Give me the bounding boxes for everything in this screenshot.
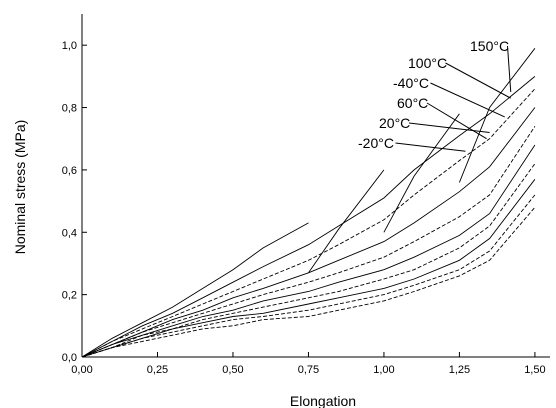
series-line xyxy=(81,179,536,358)
series-segment xyxy=(81,179,536,358)
y-tick-label: 1,0 xyxy=(62,40,77,52)
series-segment xyxy=(81,207,536,358)
series-line xyxy=(81,163,536,358)
annotation-label: -40°C xyxy=(393,75,429,91)
annotation-layer: 150°C 100°C -40°C 60°C 20°C -20°C xyxy=(358,38,512,152)
series-segment xyxy=(81,88,536,358)
x-tick-label: 0,00 xyxy=(71,364,92,376)
series-segment xyxy=(308,169,385,274)
y-axis-title: Nominal stress (MPa) xyxy=(12,120,28,255)
series-line xyxy=(81,207,536,358)
annotation-leader-line xyxy=(445,62,511,99)
series-line xyxy=(81,107,536,358)
series-segment xyxy=(81,144,536,358)
series-line xyxy=(81,76,536,358)
series-segment xyxy=(383,113,460,233)
series-layer xyxy=(81,48,536,358)
y-tick-label: 0,0 xyxy=(62,352,77,364)
annotation-label: -20°C xyxy=(358,135,394,151)
annotation-leader-line xyxy=(430,82,505,118)
axes xyxy=(81,14,550,358)
y-tick-label: 0,6 xyxy=(62,165,77,177)
annotation-label: 150°C xyxy=(470,38,509,54)
annotation-label: 20°C xyxy=(379,115,410,131)
x-tick-label: 0,75 xyxy=(298,364,319,376)
annotation-leader-line xyxy=(395,142,466,152)
annotation-leader-line xyxy=(408,122,490,133)
series-line xyxy=(81,144,536,358)
series-segment xyxy=(81,222,309,358)
annotation-label: 60°C xyxy=(397,95,428,111)
series-line xyxy=(81,88,536,358)
series-segment xyxy=(81,194,536,358)
x-tick-label: 1,25 xyxy=(449,364,470,376)
x-tick-label: 0,25 xyxy=(147,364,168,376)
series-segment xyxy=(81,76,536,358)
series-line xyxy=(81,48,536,358)
y-tick-label: 0,8 xyxy=(62,103,77,115)
annotation-leader-line xyxy=(507,45,512,92)
annotation-leader-line xyxy=(426,102,487,140)
ticks: 0,00 0,25 0,50 0,75 1,00 1,25 1,50 0,0 0,2 0,4 0,6… xyxy=(62,40,546,376)
x-tick-label: 1,50 xyxy=(524,364,545,376)
x-axis-title: Elongation xyxy=(290,393,356,408)
series-segment xyxy=(81,163,536,358)
x-tick-label: 1,00 xyxy=(373,364,394,376)
x-tick-label: 0,50 xyxy=(222,364,243,376)
y-tick-label: 0,2 xyxy=(62,290,77,302)
series-segment xyxy=(458,48,536,183)
series-line xyxy=(81,194,536,358)
annotation-label: 100°C xyxy=(408,55,447,71)
y-tick-label: 0,4 xyxy=(62,227,77,239)
series-segment xyxy=(81,107,536,358)
